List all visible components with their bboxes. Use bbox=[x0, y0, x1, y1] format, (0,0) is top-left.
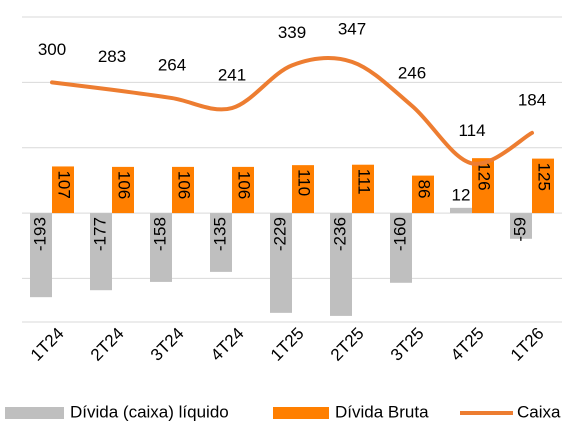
bar bbox=[412, 175, 434, 214]
data-label: 339 bbox=[278, 23, 306, 42]
data-label: -160 bbox=[390, 217, 409, 251]
data-label: -158 bbox=[150, 217, 169, 251]
legend-label: Dívida (caixa) líquido bbox=[70, 402, 229, 421]
x-tick-label: 1T24 bbox=[27, 324, 68, 365]
bar bbox=[390, 213, 412, 283]
bar bbox=[270, 213, 292, 313]
x-tick-label: 2T25 bbox=[327, 324, 368, 365]
data-label: 107 bbox=[55, 170, 74, 198]
bar bbox=[292, 165, 314, 214]
bar bbox=[472, 158, 494, 214]
line bbox=[50, 55, 534, 166]
bar bbox=[510, 213, 532, 239]
x-tick-label: 3T25 bbox=[387, 324, 428, 365]
bar bbox=[90, 213, 112, 291]
bar bbox=[330, 213, 352, 316]
bar bbox=[112, 166, 134, 214]
x-tick-label: 2T24 bbox=[87, 324, 128, 365]
x-tick-label: 3T24 bbox=[147, 324, 188, 365]
bar bbox=[150, 213, 172, 282]
bar bbox=[450, 207, 472, 214]
x-tick-label: 1T25 bbox=[267, 324, 308, 365]
bar bbox=[352, 164, 374, 214]
bar bbox=[52, 166, 74, 214]
bar bbox=[210, 213, 232, 272]
data-label: -193 bbox=[30, 217, 49, 251]
legend-label: Caixa bbox=[517, 402, 561, 421]
bar bbox=[232, 166, 254, 214]
data-label: 246 bbox=[398, 63, 426, 82]
data-label: 300 bbox=[38, 40, 66, 59]
data-label: 110 bbox=[295, 169, 314, 196]
bar bbox=[30, 213, 52, 298]
data-label: 264 bbox=[158, 56, 186, 75]
legend-swatch bbox=[5, 407, 64, 419]
bar bbox=[172, 166, 194, 214]
data-label: 106 bbox=[175, 171, 194, 199]
data-label: -177 bbox=[90, 217, 109, 251]
data-label: 86 bbox=[415, 180, 434, 199]
data-label: 106 bbox=[115, 171, 134, 199]
data-label: 125 bbox=[535, 163, 554, 191]
data-label: -135 bbox=[210, 217, 229, 251]
data-label: 184 bbox=[518, 90, 546, 109]
data-label: -59 bbox=[510, 217, 529, 242]
legend-swatch bbox=[273, 407, 329, 419]
legend-label: Dívida Bruta bbox=[335, 402, 429, 421]
data-label: -229 bbox=[270, 217, 289, 251]
data-label: 126 bbox=[475, 162, 494, 190]
data-label: 106 bbox=[235, 171, 254, 199]
data-label: 111 bbox=[355, 169, 374, 195]
data-label: 12 bbox=[452, 185, 471, 204]
data-label: 114 bbox=[458, 121, 485, 140]
bar bbox=[532, 158, 554, 214]
data-label: -236 bbox=[330, 217, 349, 251]
x-tick-label: 1T26 bbox=[507, 324, 548, 365]
data-label: 241 bbox=[218, 66, 246, 85]
x-tick-label: 4T24 bbox=[207, 324, 248, 365]
data-label: 347 bbox=[338, 19, 366, 38]
x-tick-label: 4T25 bbox=[447, 324, 488, 365]
data-label: 283 bbox=[98, 47, 126, 66]
